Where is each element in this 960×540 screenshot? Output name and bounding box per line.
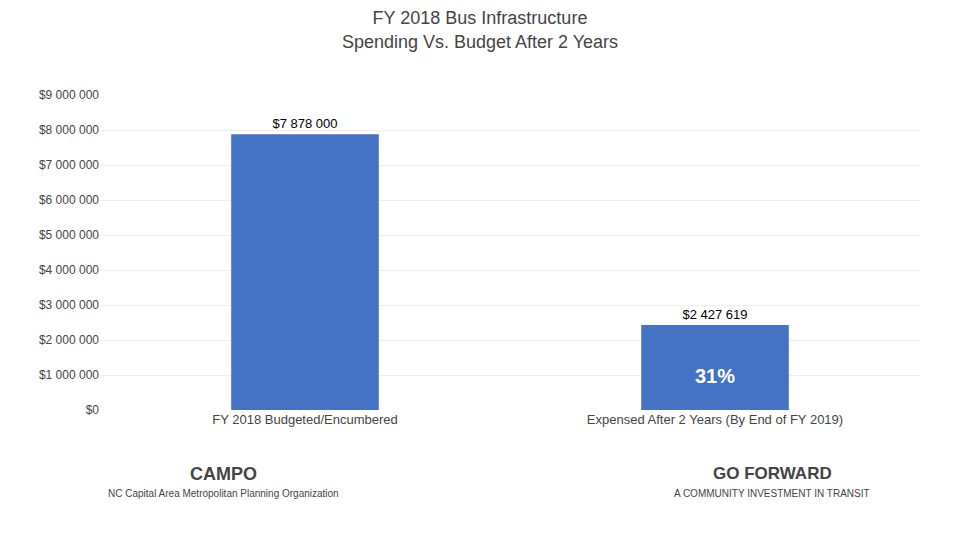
svg-text:NC Capital Area Metropolitan P: NC Capital Area Metropolitan Planning Or… <box>108 488 339 499</box>
svg-text:Expensed After 2 Years (By End: Expensed After 2 Years (By End of FY 201… <box>587 412 843 427</box>
svg-text:CAMPO: CAMPO <box>190 464 257 484</box>
svg-text:GO FORWARD: GO FORWARD <box>713 464 832 483</box>
svg-text:$0: $0 <box>86 403 100 417</box>
svg-text:$7 000 000: $7 000 000 <box>39 158 99 172</box>
svg-text:31%: 31% <box>695 365 735 387</box>
svg-text:$2 427 619: $2 427 619 <box>682 307 747 322</box>
svg-text:$8 000 000: $8 000 000 <box>39 123 99 137</box>
svg-text:A COMMUNITY INVESTMENT IN TRAN: A COMMUNITY INVESTMENT IN TRANSIT <box>674 488 870 499</box>
svg-text:$1 000 000: $1 000 000 <box>39 368 99 382</box>
svg-text:FY 2018 Budgeted/Encumbered: FY 2018 Budgeted/Encumbered <box>212 412 398 427</box>
svg-text:$7 878 000: $7 878 000 <box>272 116 337 131</box>
svg-text:$3 000 000: $3 000 000 <box>39 298 99 312</box>
svg-text:FY 2018 Bus InfrastructureSpen: FY 2018 Bus InfrastructureSpending Vs. B… <box>342 8 618 51</box>
svg-text:$6 000 000: $6 000 000 <box>39 193 99 207</box>
svg-text:$5 000 000: $5 000 000 <box>39 228 99 242</box>
svg-text:$9 000 000: $9 000 000 <box>39 88 99 102</box>
svg-text:$4 000 000: $4 000 000 <box>39 263 99 277</box>
svg-text:$2 000 000: $2 000 000 <box>39 333 99 347</box>
